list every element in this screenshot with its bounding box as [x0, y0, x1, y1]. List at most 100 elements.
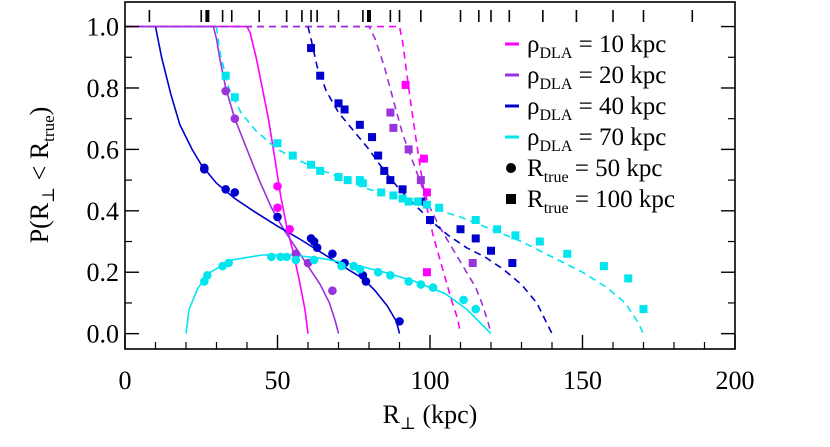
- legend-label-1: ρDLA = 20 kpc: [527, 62, 666, 93]
- data-point-7-1: [230, 93, 239, 102]
- data-point-5-1: [389, 123, 398, 132]
- x-axis-label-sub: ⊥: [400, 414, 416, 433]
- legend-label-1-sub: DLA: [539, 76, 572, 93]
- legend-label-5-sub: true: [544, 200, 569, 217]
- x-tick-label-0: 0: [119, 366, 132, 395]
- data-point-2-3: [230, 188, 240, 197]
- data-point-2-4: [273, 212, 282, 222]
- data-point-3-6: [282, 252, 291, 262]
- legend-label-2-sub: DLA: [539, 107, 572, 124]
- y-axis-label: P(R⊥ < Rtrue): [25, 107, 58, 244]
- data-point-7-9: [358, 179, 367, 188]
- y-axis-label-p3: ): [25, 107, 54, 116]
- data-point-4-1: [419, 154, 428, 163]
- legend-label-4-sub: true: [544, 169, 569, 186]
- data-point-2-11: [361, 277, 371, 286]
- legend-label-2-main: ρ: [527, 93, 539, 120]
- y-tick-label-4: 0.8: [87, 74, 120, 103]
- y-tick-label-1: 0.2: [87, 258, 120, 287]
- series-line-1: [125, 25, 340, 334]
- data-point-6-4: [355, 120, 364, 129]
- data-point-6-7: [380, 166, 389, 175]
- legend-label-5-main: R: [527, 186, 544, 213]
- legend-label-0-sub: DLA: [539, 45, 572, 62]
- data-point-3-14: [404, 277, 413, 286]
- y-axis-label-p2: < R: [25, 141, 54, 187]
- legend-label-0: ρDLA = 10 kpc: [527, 31, 666, 62]
- data-point-3-3: [224, 258, 233, 268]
- x-axis-label: R⊥ (kpc): [383, 400, 478, 433]
- data-point-3-8: [309, 255, 319, 265]
- data-point-7-16: [435, 203, 444, 212]
- data-point-1-0: [221, 86, 230, 96]
- data-point-7-19: [511, 231, 520, 240]
- x-tick-label-4: 200: [716, 366, 755, 395]
- data-point-3-7: [291, 255, 301, 265]
- data-point-7-7: [343, 176, 352, 185]
- x-axis-label-rest: (kpc): [416, 400, 477, 429]
- data-point-0-1: [273, 203, 282, 213]
- legend-label-3: ρDLA = 70 kpc: [527, 124, 666, 155]
- y-tick-label-0: 0.0: [87, 320, 120, 349]
- data-point-7-22: [599, 262, 608, 271]
- data-point-7-15: [422, 200, 431, 209]
- y-axis-label-s1: ⊥: [39, 187, 58, 203]
- y-tick-label-2: 0.4: [87, 197, 120, 226]
- data-point-7-21: [563, 249, 572, 258]
- data-point-6-12: [456, 225, 465, 234]
- y-tick-label-3: 0.6: [87, 135, 120, 164]
- data-point-7-23: [624, 274, 633, 283]
- data-point-2-8: [328, 249, 337, 259]
- data-point-2-7: [312, 243, 322, 252]
- x-axis-label-main: R: [383, 400, 401, 429]
- data-point-6-5: [368, 133, 377, 142]
- data-point-7-10: [377, 188, 386, 197]
- data-point-0-0: [273, 181, 282, 191]
- data-point-7-0: [221, 71, 230, 80]
- data-point-6-9: [398, 185, 407, 194]
- data-point-1-4: [328, 286, 337, 295]
- data-point-7-14: [413, 197, 422, 206]
- data-point-3-9: [337, 261, 346, 271]
- data-point-6-3: [340, 105, 349, 114]
- x-tick-label-3: 150: [563, 366, 602, 395]
- legend-label-4: Rtrue = 50 kpc: [527, 155, 663, 186]
- x-tick-label-2: 100: [411, 366, 450, 395]
- y-axis-label-p1: P(R: [25, 202, 54, 243]
- data-point-7-12: [398, 194, 407, 203]
- data-point-5-4: [468, 259, 477, 268]
- data-point-3-5: [276, 252, 285, 262]
- legend-label-1-rest: = 20 kpc: [572, 62, 666, 89]
- data-point-6-11: [426, 216, 434, 225]
- legend-label-2-rest: = 40 kpc: [572, 93, 666, 120]
- data-point-2-12: [395, 317, 404, 326]
- data-point-6-14: [487, 246, 495, 255]
- data-point-5-0: [386, 108, 395, 117]
- data-point-6-13: [471, 234, 480, 243]
- y-tick-label-5: 1.0: [87, 13, 120, 42]
- data-point-4-2: [422, 188, 431, 197]
- data-point-6-0: [307, 44, 316, 53]
- series-line-0: [125, 25, 309, 334]
- data-point-7-4: [307, 160, 316, 169]
- legend-swatch-5: [506, 194, 516, 204]
- data-point-7-18: [493, 225, 502, 234]
- data-point-3-17: [459, 295, 468, 305]
- data-point-3-12: [373, 267, 383, 277]
- data-point-0-2: [285, 224, 295, 234]
- data-point-3-13: [386, 271, 395, 280]
- legend-label-0-main: ρ: [527, 31, 539, 58]
- data-point-7-20: [535, 237, 544, 246]
- legend-swatch-4: [506, 163, 516, 173]
- legend-label-5-rest: = 100 kpc: [569, 186, 675, 213]
- data-point-6-15: [508, 259, 517, 268]
- x-tick-label-1: 50: [265, 366, 291, 395]
- legend-label-4-rest: = 50 kpc: [569, 155, 663, 182]
- data-point-3-1: [203, 271, 212, 280]
- y-axis-label-s2: true: [39, 115, 58, 141]
- data-point-6-6: [374, 151, 383, 160]
- data-point-7-24: [639, 305, 648, 314]
